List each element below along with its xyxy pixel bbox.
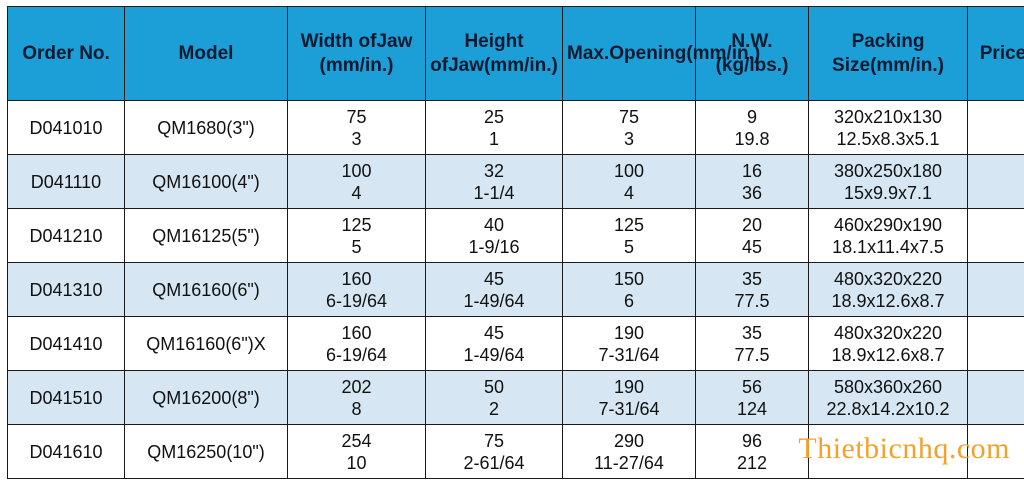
cell-height: 32 1-1/4 bbox=[425, 154, 563, 209]
cell-model: QM16160(6") bbox=[124, 262, 288, 317]
cell-order-no: D041010 bbox=[7, 100, 125, 155]
cell-order-no: D041510 bbox=[7, 370, 125, 425]
header-width-of-jaw: Width ofJaw (mm/in.) bbox=[287, 6, 426, 101]
cell-price bbox=[967, 370, 1024, 425]
cell-price bbox=[967, 154, 1024, 209]
cell-height: 45 1-49/64 bbox=[425, 262, 563, 317]
cell-packing-size bbox=[808, 424, 968, 479]
cell-opening: 100 4 bbox=[562, 154, 696, 209]
spec-table-container: Order No. Model Width ofJaw (mm/in.) Hei… bbox=[7, 6, 1024, 479]
cell-opening: 190 7-31/64 bbox=[562, 370, 696, 425]
cell-price bbox=[967, 316, 1024, 371]
header-model: Model bbox=[124, 6, 288, 101]
table-row: D041410 QM16160(6")X 160 6-19/64 45 1-49/6… bbox=[7, 316, 1024, 371]
cell-packing-size: 380x250x180 15x9.9x7.1 bbox=[808, 154, 968, 209]
cell-height: 45 1-49/64 bbox=[425, 316, 563, 371]
table-row: D041310 QM16160(6") 160 6-19/64 45 1-49/64… bbox=[7, 262, 1024, 317]
cell-model: QM16160(6")X bbox=[124, 316, 288, 371]
table-row: D041010 QM1680(3") 75 3 25 1 75 3 9 19.8 320… bbox=[7, 100, 1024, 155]
cell-order-no: D041210 bbox=[7, 208, 125, 263]
cell-model: QM1680(3") bbox=[124, 100, 288, 155]
cell-width: 160 6-19/64 bbox=[287, 262, 426, 317]
cell-model: QM16250(10") bbox=[124, 424, 288, 479]
cell-opening: 290 11-27/64 bbox=[562, 424, 696, 479]
table-row: D041510 QM16200(8") 202 8 50 2 190 7-31/64 … bbox=[7, 370, 1024, 425]
cell-packing-size: 460x290x190 18.1x11.4x7.5 bbox=[808, 208, 968, 263]
cell-order-no: D041310 bbox=[7, 262, 125, 317]
header-packing-size: Packing Size(mm/in.) bbox=[808, 6, 968, 101]
cell-model: QM16200(8") bbox=[124, 370, 288, 425]
cell-opening: 125 5 bbox=[562, 208, 696, 263]
table-row: D041610 QM16250(10") 254 10 75 2-61/64 290… bbox=[7, 424, 1024, 479]
header-row: Order No. Model Width ofJaw (mm/in.) Hei… bbox=[7, 6, 1024, 101]
cell-net-weight: 9 19.8 bbox=[695, 100, 809, 155]
cell-packing-size: 480x320x220 18.9x12.6x8.7 bbox=[808, 316, 968, 371]
header-order-no: Order No. bbox=[7, 6, 125, 101]
cell-net-weight: 56 124 bbox=[695, 370, 809, 425]
header-price: Price bbox=[967, 6, 1024, 101]
table-row: D041110 QM16100(4") 100 4 32 1-1/4 100 4 16… bbox=[7, 154, 1024, 209]
header-max-opening: Max.Opening(mm/in.) bbox=[562, 6, 760, 101]
spec-table: Order No. Model Width ofJaw (mm/in.) Hei… bbox=[7, 6, 1024, 479]
cell-height: 40 1-9/16 bbox=[425, 208, 563, 263]
cell-price bbox=[967, 100, 1024, 155]
cell-order-no: D041610 bbox=[7, 424, 125, 479]
cell-price bbox=[967, 208, 1024, 263]
cell-width: 254 10 bbox=[287, 424, 426, 479]
cell-price bbox=[967, 262, 1024, 317]
cell-opening: 75 3 bbox=[562, 100, 696, 155]
cell-width: 125 5 bbox=[287, 208, 426, 263]
cell-packing-size: 580x360x260 22.8x14.2x10.2 bbox=[808, 370, 968, 425]
cell-packing-size: 320x210x130 12.5x8.3x5.1 bbox=[808, 100, 968, 155]
table-row: D041210 QM16125(5") 125 5 40 1-9/16 125 5 2… bbox=[7, 208, 1024, 263]
cell-order-no: D041410 bbox=[7, 316, 125, 371]
cell-order-no: D041110 bbox=[7, 154, 125, 209]
cell-model: QM16100(4") bbox=[124, 154, 288, 209]
header-height-of-jaw: Height ofJaw(mm/in.) bbox=[425, 6, 563, 101]
watermark-text: Thietbicnhq.com bbox=[798, 432, 1010, 465]
cell-net-weight: 96 212 bbox=[695, 424, 809, 479]
cell-model: QM16125(5") bbox=[124, 208, 288, 263]
cell-net-weight: 35 77.5 bbox=[695, 262, 809, 317]
cell-height: 50 2 bbox=[425, 370, 563, 425]
cell-opening: 150 6 bbox=[562, 262, 696, 317]
cell-net-weight: 16 36 bbox=[695, 154, 809, 209]
cell-width: 202 8 bbox=[287, 370, 426, 425]
cell-width: 160 6-19/64 bbox=[287, 316, 426, 371]
cell-net-weight: 35 77.5 bbox=[695, 316, 809, 371]
cell-width: 100 4 bbox=[287, 154, 426, 209]
cell-height: 75 2-61/64 bbox=[425, 424, 563, 479]
header-net-weight: N.W.(kg/lbs.) bbox=[695, 6, 809, 101]
cell-packing-size: 480x320x220 18.9x12.6x8.7 bbox=[808, 262, 968, 317]
cell-height: 25 1 bbox=[425, 100, 563, 155]
cell-opening: 190 7-31/64 bbox=[562, 316, 696, 371]
cell-width: 75 3 bbox=[287, 100, 426, 155]
cell-net-weight: 20 45 bbox=[695, 208, 809, 263]
cell-price bbox=[967, 424, 1024, 479]
